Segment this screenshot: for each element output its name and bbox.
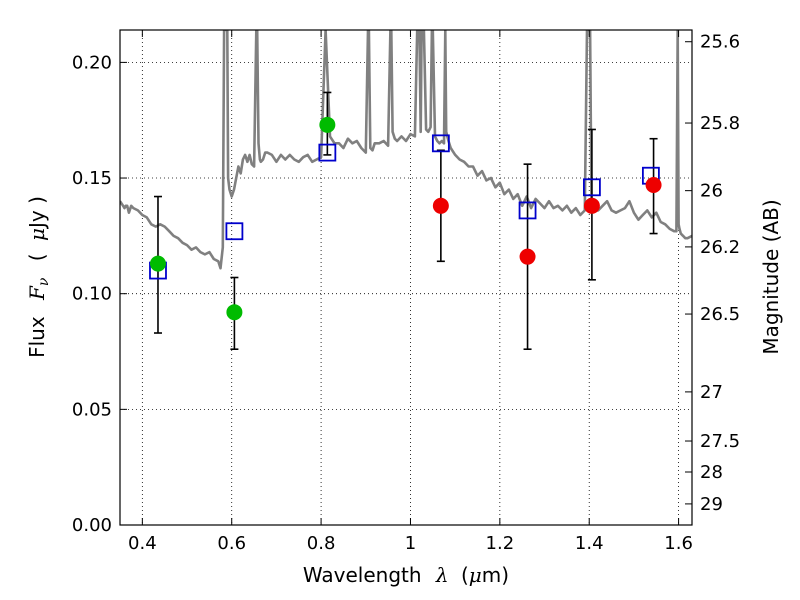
circle-marker	[583, 197, 600, 214]
square-marker	[225, 222, 244, 241]
square-marker	[518, 201, 537, 220]
mag-tick-label: 26.2	[700, 237, 740, 258]
mag-tick-label: 25.6	[700, 32, 740, 53]
x-tick-label: 1	[405, 533, 416, 554]
x-tick-label: 1.4	[575, 533, 604, 554]
axis-ticks: 0.4 0.6 0.8 1 1.2 1.4 1.6 0.00 0.05 0.10 0.15 0.20 2…	[72, 30, 740, 554]
square-marker	[583, 178, 601, 197]
mag-tick-label: 26.5	[700, 304, 740, 325]
x-tick-label: 0.4	[128, 533, 157, 554]
y-tick-label: 0.15	[72, 168, 112, 189]
y-tick-label: 0.10	[72, 284, 112, 305]
circle-marker	[519, 248, 536, 265]
y-tick-label: 0.20	[72, 52, 112, 73]
x-tick-label: 1.6	[664, 533, 693, 554]
mag-tick-label: 29	[700, 494, 723, 515]
model-spectrum-layer	[120, 30, 692, 270]
circle-marker	[645, 176, 662, 193]
model-spectrum-line	[120, 30, 692, 270]
data-markers-layer	[149, 91, 662, 351]
x-tick-label: 1.2	[486, 533, 515, 554]
circle-marker	[319, 116, 336, 133]
x-tick-label: 0.6	[217, 533, 246, 554]
mag-tick-label: 25.8	[700, 113, 740, 134]
plot-frame	[119, 29, 693, 526]
circle-marker	[149, 255, 166, 272]
circle-marker	[226, 304, 243, 321]
y-tick-label: 0.00	[72, 515, 112, 536]
y-axis-title: Flux Fν ( μJy )	[25, 196, 53, 358]
x-axis-title: Wavelength λ (μm)	[303, 563, 509, 587]
y-tick-label: 0.05	[72, 399, 112, 420]
mag-tick-label: 26	[700, 181, 723, 202]
square-marker	[431, 134, 450, 153]
mag-tick-label: 28	[700, 462, 723, 483]
mag-tick-label: 27	[700, 382, 723, 403]
magnitude-axis-title: Magnitude (AB)	[759, 199, 783, 354]
square-marker	[318, 143, 337, 162]
x-tick-label: 0.8	[307, 533, 336, 554]
mag-tick-label: 27.5	[700, 431, 740, 452]
circle-marker	[432, 197, 449, 214]
